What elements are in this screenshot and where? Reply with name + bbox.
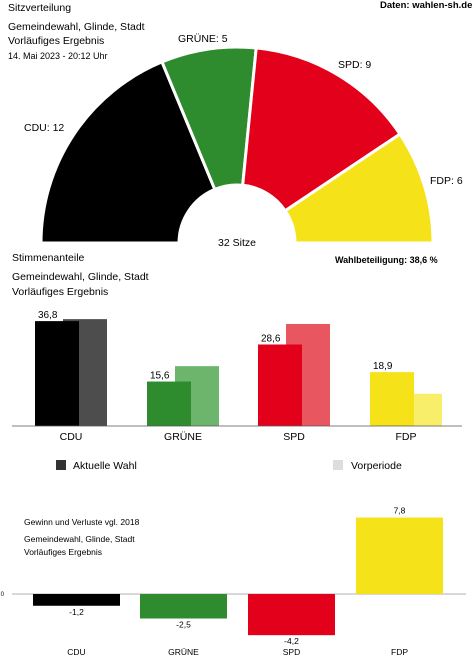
turnout-label: Wahlbeteiligung: 38,6 % xyxy=(335,255,438,265)
change-value-label-cdu: -1,2 xyxy=(69,607,84,617)
votes-section-title: Stimmenanteile xyxy=(12,252,85,264)
seats-subtitle-1: Gemeindewahl, Glinde, Stadt xyxy=(8,21,145,33)
seat-slice-label-grüne: GRÜNE: 5 xyxy=(178,33,228,45)
change-value-label-fdp: 7,8 xyxy=(394,506,406,516)
vote-category-label-grüne: GRÜNE xyxy=(164,431,202,443)
seat-slice-fdp xyxy=(283,132,435,245)
legend-previous-swatch xyxy=(333,460,343,470)
legend-current-label: Aktuelle Wahl xyxy=(73,460,137,472)
change-value-label-spd: -4,2 xyxy=(284,636,299,646)
seats-date: 14. Mai 2023 - 20:12 Uhr xyxy=(8,51,108,61)
change-category-label-grüne: GRÜNE xyxy=(168,647,199,657)
vote-bar-current-cdu xyxy=(35,321,79,426)
seat-slice-label-spd: SPD: 9 xyxy=(338,59,371,71)
vote-share-bars: 36,8 CDU 15,6 GRÜNE 28,6 SPD 18,9 FDP xyxy=(12,310,462,443)
change-category-label-spd: SPD xyxy=(283,647,300,657)
change-bar-spd xyxy=(248,594,335,636)
vote-value-label-fdp: 18,9 xyxy=(373,361,393,372)
vote-category-label-spd: SPD xyxy=(283,431,305,443)
votes-subtitle-2: Vorläufiges Ergebnis xyxy=(12,286,108,298)
vote-bar-current-grüne xyxy=(147,381,191,426)
seats-subtitle-2: Vorläufiges Ergebnis xyxy=(8,35,104,47)
change-subtitle-1: Gemeindewahl, Glinde, Stadt xyxy=(24,534,135,544)
vote-category-label-fdp: FDP xyxy=(396,431,417,443)
vote-category-label-cdu: CDU xyxy=(60,431,83,443)
legend-current-swatch xyxy=(56,460,66,470)
seat-slice-spd xyxy=(241,46,403,213)
total-seats-label: 32 Sitze xyxy=(218,237,256,249)
seat-slice-cdu xyxy=(39,59,217,245)
vote-bar-current-fdp xyxy=(370,372,414,426)
seat-slice-label-cdu: CDU: 12 xyxy=(24,122,64,134)
legend-previous-label: Vorperiode xyxy=(351,460,402,472)
seats-section-title: Sitzverteilung xyxy=(8,2,71,14)
change-bar-cdu xyxy=(33,594,120,606)
change-section-title: Gewinn und Verluste vgl. 2018 xyxy=(24,517,140,527)
vote-bar-current-spd xyxy=(258,344,302,426)
zero-tick-label: 0 xyxy=(1,592,5,598)
change-category-label-cdu: CDU xyxy=(67,647,85,657)
change-bar-grüne xyxy=(140,594,227,619)
change-subtitle-2: Vorläufiges Ergebnis xyxy=(24,547,102,557)
seat-slice-label-fdp: FDP: 6 xyxy=(430,175,463,187)
votes-subtitle-1: Gemeindewahl, Glinde, Stadt xyxy=(12,271,149,283)
change-bar-fdp xyxy=(356,517,443,594)
change-category-label-fdp: FDP xyxy=(391,647,408,657)
change-value-label-grüne: -2,5 xyxy=(176,620,191,630)
seat-semicircle: CDU: 12 GRÜNE: 5 SPD: 9 FDP: 6 xyxy=(24,33,463,245)
vote-value-label-grüne: 15,6 xyxy=(150,371,170,382)
source-label: Daten: wahlen-sh.de xyxy=(380,0,472,11)
vote-value-label-cdu: 36,8 xyxy=(38,310,58,321)
vote-value-label-spd: 28,6 xyxy=(261,333,281,344)
